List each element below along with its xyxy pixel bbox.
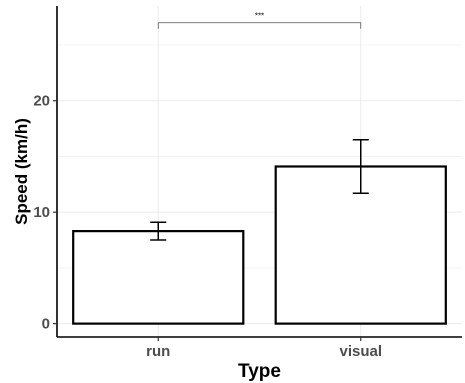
tick-labels: 0 10 20 run visual: [33, 93, 382, 360]
significance-bracket: ***: [157, 12, 362, 29]
axes: [56, 6, 462, 338]
significance-bracket-line: [157, 22, 362, 29]
significance-label: ***: [255, 12, 264, 21]
bar-run: [72, 230, 245, 325]
x-axis-title: Type: [238, 361, 281, 382]
x-tick-label: visual: [339, 343, 382, 360]
y-tick-label: 20: [33, 93, 50, 110]
y-tick-label: 0: [42, 316, 50, 333]
error-bars: [150, 138, 369, 241]
x-tick-label: run: [146, 343, 170, 360]
y-axis-title: Speed (km/h): [12, 118, 31, 225]
bars: [72, 165, 447, 325]
y-tick-label: 10: [33, 204, 50, 221]
